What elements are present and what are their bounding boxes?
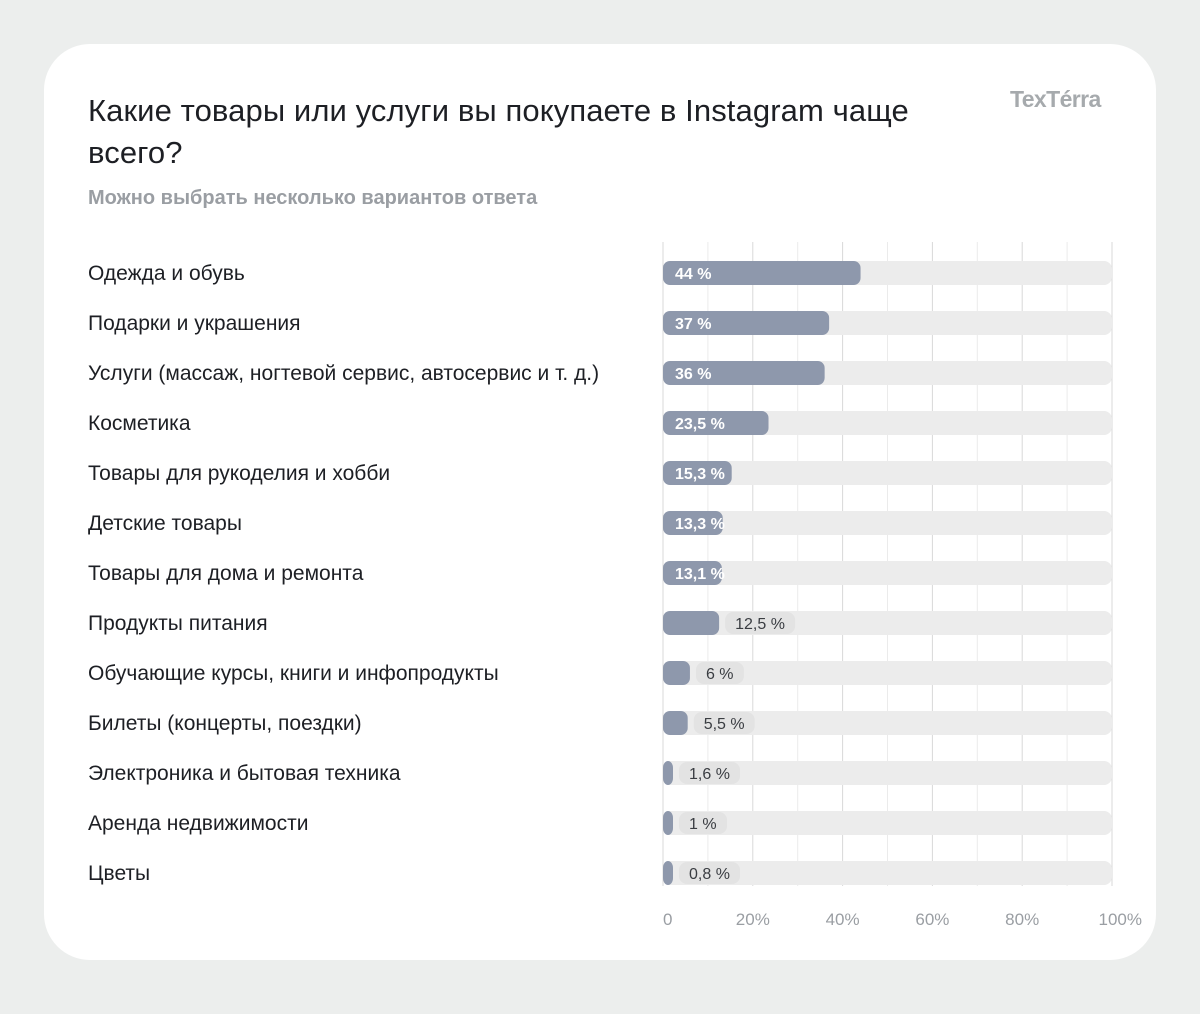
category-label: Товары для дома и ремонта (88, 562, 364, 585)
x-tick-label: 80% (1005, 910, 1039, 929)
bar (663, 511, 723, 535)
category-label: Детские товары (88, 512, 242, 535)
bar-track (663, 861, 1112, 885)
value-pill (679, 762, 740, 784)
bar (663, 761, 673, 785)
x-tick-label: 20% (736, 910, 770, 929)
value-label: 1 % (689, 816, 717, 833)
category-label: Подарки и украшения (88, 312, 301, 335)
bar (663, 861, 673, 885)
bar (663, 361, 825, 385)
bar (663, 611, 720, 635)
category-label: Обучающие курсы, книги и инфопродукты (88, 662, 499, 685)
chart-card: Какие товары или услуги вы покупаете в I… (44, 44, 1156, 960)
value-pill (679, 812, 727, 834)
value-pill (695, 662, 744, 684)
category-label: Цветы (88, 862, 150, 885)
bar-track (663, 511, 1112, 535)
category-label: Товары для рукоделия и хобби (88, 462, 390, 485)
x-tick-label: 0 (663, 910, 672, 929)
bar (663, 561, 722, 585)
bar-track (663, 561, 1112, 585)
x-tick-label: 100% (1099, 910, 1142, 929)
x-tick-label: 60% (915, 910, 949, 929)
bar-track (663, 711, 1112, 735)
bar (663, 711, 688, 735)
category-label: Аренда недвижимости (88, 812, 308, 835)
value-label: 6 % (706, 666, 734, 683)
value-pill (725, 612, 796, 634)
value-label: 44 % (675, 266, 711, 283)
value-label: 5,5 % (704, 716, 745, 733)
bar-track (663, 411, 1112, 435)
x-tick-label: 40% (826, 910, 860, 929)
bar-track (663, 761, 1112, 785)
value-label: 13,1 % (675, 566, 725, 583)
bar (663, 311, 830, 335)
texterra-logo: TexTérra (1010, 86, 1101, 112)
value-label: 0,8 % (689, 866, 730, 883)
value-label: 15,3 % (675, 466, 725, 483)
bar (663, 461, 732, 485)
value-label: 1,6 % (689, 766, 730, 783)
value-pill (693, 712, 755, 734)
bar (663, 411, 769, 435)
category-label: Электроника и бытовая техника (88, 762, 401, 785)
value-label: 13,3 % (675, 516, 725, 533)
bar-track (663, 661, 1112, 685)
bar (663, 261, 861, 285)
category-label: Продукты питания (88, 612, 268, 635)
value-label: 12,5 % (735, 616, 785, 633)
category-label: Одежда и обувь (88, 262, 245, 285)
chart-title: Какие товары или услуги вы покупаете в I… (88, 93, 909, 170)
value-label: 23,5 % (675, 416, 725, 433)
value-label: 37 % (675, 316, 711, 333)
bar (663, 811, 673, 835)
chart-subtitle: Можно выбрать несколько вариантов ответа (88, 187, 538, 209)
category-label: Косметика (88, 412, 191, 435)
category-label: Услуги (массаж, ногтевой сервис, автосер… (88, 362, 599, 385)
value-label: 36 % (675, 366, 711, 383)
category-label: Билеты (концерты, поездки) (88, 712, 362, 735)
value-pill (679, 862, 740, 884)
bar-track (663, 461, 1112, 485)
bar-track (663, 811, 1112, 835)
bar (663, 661, 690, 685)
